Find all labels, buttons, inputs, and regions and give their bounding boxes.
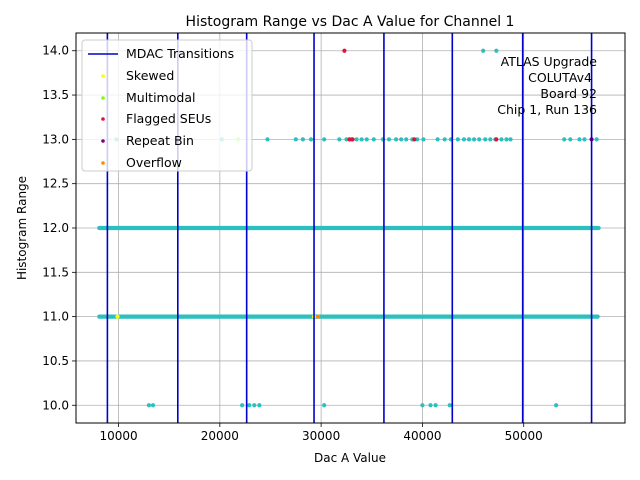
data-point	[577, 137, 582, 142]
flagged-seus-point	[342, 48, 347, 53]
data-point	[257, 403, 262, 408]
data-point	[481, 48, 486, 53]
x-tick-label: 10000	[99, 429, 137, 443]
x-tick-label: 50000	[505, 429, 543, 443]
data-point	[300, 137, 305, 142]
data-point	[471, 137, 477, 142]
data-point	[337, 137, 342, 142]
y-tick-label: 13.5	[42, 88, 69, 102]
annotation: ATLAS Upgrade COLUTAv4 Board 92 Chip 1, …	[497, 54, 597, 117]
data-point	[488, 137, 493, 142]
x-axis-label: Dac A Value	[314, 451, 386, 465]
data-point	[568, 137, 573, 142]
x-ticks: 10000 20000 30000 40000 50000	[99, 423, 543, 443]
y-tick-label: 13.0	[42, 132, 69, 146]
y-tick-label: 10.5	[42, 354, 69, 368]
data-point	[354, 137, 359, 142]
data-point	[428, 403, 433, 408]
data-point	[150, 403, 156, 408]
data-point	[447, 403, 452, 408]
data-point	[364, 137, 369, 142]
x-tick-label: 40000	[403, 429, 441, 443]
flagged-seus-point	[350, 137, 355, 142]
data-point	[146, 403, 152, 408]
data-points	[97, 48, 601, 408]
annotation-line-3: Board 92	[540, 86, 597, 101]
legend-label-multimodal: Multimodal	[126, 90, 195, 105]
data-point	[442, 137, 447, 142]
data-point	[554, 403, 559, 408]
data-point	[308, 137, 314, 142]
data-point	[433, 403, 438, 408]
data-point	[455, 137, 460, 142]
flagged-seus-point	[494, 137, 499, 142]
legend-label-mdac: MDAC Transitions	[126, 46, 234, 61]
data-point	[494, 48, 499, 53]
data-point	[477, 137, 482, 142]
data-point	[344, 137, 349, 142]
overflow-point	[315, 314, 321, 319]
data-point	[499, 137, 504, 142]
x-tick-label: 30000	[302, 429, 340, 443]
x-tick-label: 20000	[201, 429, 239, 443]
data-point	[421, 137, 426, 142]
legend-marker-multimodal	[101, 96, 105, 100]
data-point	[594, 137, 599, 142]
data-point	[404, 137, 409, 142]
legend-marker-overflow	[101, 161, 105, 165]
legend-label-overflow: Overflow	[126, 155, 182, 170]
data-point	[386, 137, 392, 142]
data-point	[247, 403, 252, 408]
y-ticks: 10.0 10.5 11.0 11.5 12.0 12.5 13.0 13.5 14.0	[42, 44, 76, 412]
data-point	[265, 137, 270, 142]
data-point	[393, 137, 399, 142]
data-point	[399, 137, 404, 142]
data-point	[461, 137, 467, 142]
data-point	[322, 137, 327, 142]
legend-label-repeat-bin: Repeat Bin	[126, 133, 194, 148]
annotation-line-4: Chip 1, Run 136	[497, 102, 597, 117]
legend-box	[81, 39, 253, 172]
data-point	[252, 403, 257, 408]
data-point	[322, 403, 327, 408]
flagged-seus-point	[412, 137, 417, 142]
data-point	[466, 137, 472, 142]
data-point	[504, 137, 509, 142]
legend: MDAC Transitions Skewed Multimodal Flagg…	[81, 39, 253, 172]
y-tick-label: 11.5	[42, 265, 69, 279]
data-point	[420, 403, 425, 408]
y-tick-label: 11.0	[42, 310, 69, 324]
legend-label-skewed: Skewed	[126, 68, 174, 83]
annotation-line-2: COLUTAv4	[528, 70, 592, 85]
data-point	[508, 137, 513, 142]
legend-marker-skewed	[101, 74, 105, 78]
legend-label-flagged-seus: Flagged SEUs	[126, 111, 211, 126]
legend-marker-repeat-bin	[101, 139, 105, 143]
y-tick-label: 12.5	[42, 177, 69, 191]
data-point	[415, 137, 420, 142]
y-axis-label: Histogram Range	[15, 176, 29, 280]
data-point	[562, 137, 567, 142]
flagged-seus-point	[347, 137, 352, 142]
data-point	[293, 137, 298, 142]
data-point	[582, 137, 587, 142]
annotation-line-1: ATLAS Upgrade	[501, 54, 598, 69]
chart-title: Histogram Range vs Dac A Value for Chann…	[186, 14, 515, 30]
data-point	[483, 137, 488, 142]
y-tick-label: 14.0	[42, 44, 69, 58]
data-point	[240, 403, 245, 408]
legend-marker-flagged-seus	[101, 117, 105, 121]
data-point	[371, 137, 376, 142]
y-tick-label: 12.0	[42, 221, 69, 235]
data-point	[435, 137, 440, 142]
skewed-point	[115, 314, 120, 319]
data-point	[359, 137, 364, 142]
y-tick-label: 10.0	[42, 398, 69, 412]
